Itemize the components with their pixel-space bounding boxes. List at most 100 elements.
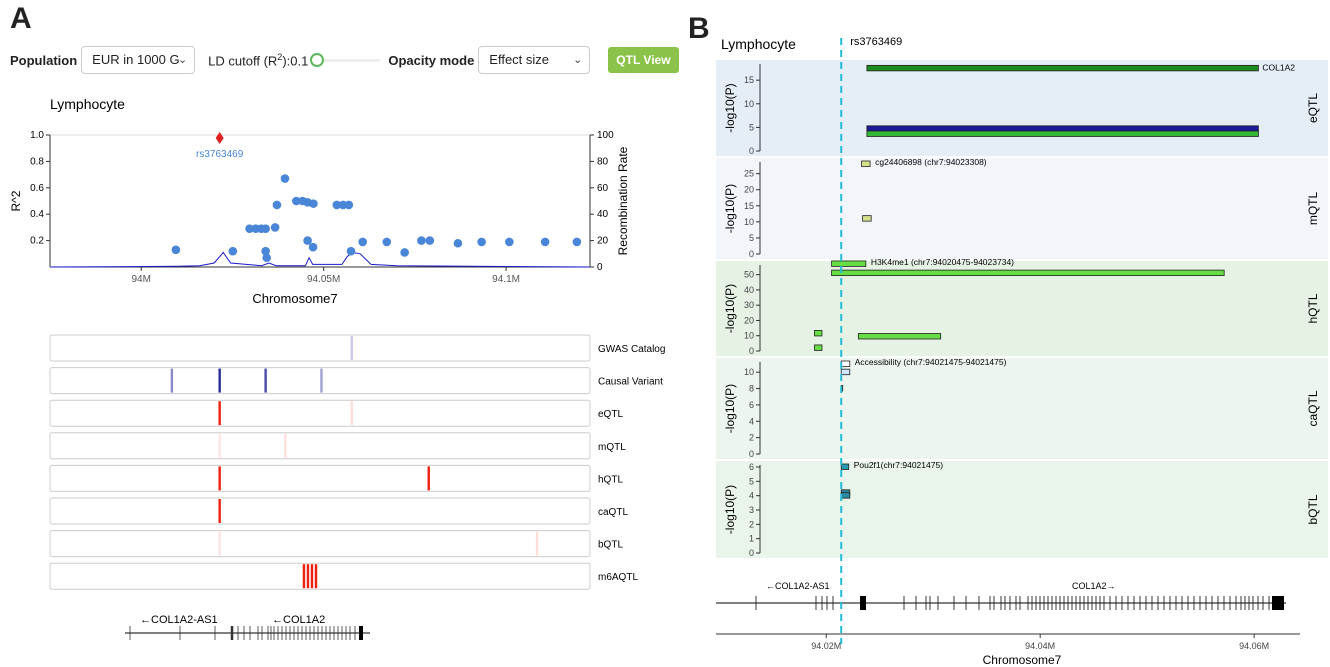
track-label: mQTL: [598, 442, 626, 453]
qtl-gene-label-as1: ←COL1A2-AS1: [766, 581, 830, 591]
chevron-down-icon: ⌄: [573, 54, 583, 66]
qtl-y-tick-label: 30: [744, 300, 754, 310]
track-mark: [170, 368, 174, 393]
snp-point: [308, 242, 318, 252]
y-tick-label: 0.2: [30, 236, 44, 247]
qtl-track-name: mQTL: [1306, 192, 1320, 226]
population-value: EUR in 1000 G: [92, 52, 180, 67]
qtl-y-axis-label: -log10(P): [723, 485, 737, 534]
y-tick-label: 0.6: [30, 183, 44, 194]
snp-point: [245, 224, 254, 234]
qtl-view-button[interactable]: QTL View: [608, 47, 679, 73]
qtl-feature-label: Accessibility (chr7:94021475-94021475): [855, 357, 1007, 367]
track-label: caQTL: [598, 507, 628, 518]
qtl-x-tick-label: 94.04M: [1025, 641, 1055, 651]
snp-point: [425, 236, 435, 245]
qtl-y-tick-label: 3: [749, 505, 754, 515]
locuszoom-chart: Lymphocyte 0.2 0.4 0.6 0.8 1.0 0 20 40 60 80 100 94M…: [9, 96, 630, 306]
opacity-mode-select[interactable]: Effect size ⌄: [478, 46, 591, 74]
qtl-y-tick-label: 5: [749, 476, 754, 486]
y2-tick-label: 100: [597, 130, 614, 141]
qtl-feature-bar: [831, 260, 867, 267]
qtl-x-axis-label: Chromosome7: [983, 653, 1062, 667]
track-box: [49, 497, 591, 525]
track-box: [49, 367, 591, 395]
x-axis-label: Chromosome7: [252, 291, 337, 306]
track-label: eQTL: [598, 409, 623, 420]
qtl-track-bg: [716, 261, 1328, 356]
recombination-rate-line: [49, 251, 591, 268]
population-select[interactable]: EUR in 1000 G ⌄: [81, 46, 196, 74]
qtl-track-bg: [716, 461, 1328, 558]
track-mark: [218, 466, 221, 491]
track-mark: [264, 368, 267, 393]
annotation-tracks: GWAS Catalog Causal Variant eQTL mQTL hQTL ca…: [49, 334, 665, 650]
x-tick-label: 94.05M: [307, 274, 340, 285]
track-mark: [218, 531, 221, 556]
qtl-y-tick-label: 2: [749, 519, 754, 529]
snp-point: [270, 223, 280, 232]
y2-axis-label: Recombination Rate: [616, 146, 630, 255]
track-mark: [350, 401, 353, 426]
snp-point: [572, 237, 582, 247]
y-tick-label: 0.8: [30, 156, 44, 167]
qtl-track-name: bQTL: [1306, 494, 1320, 524]
track-mark: [302, 564, 306, 589]
qtl-track-bg: [716, 358, 1328, 459]
track-label: m6AQTL: [598, 572, 638, 583]
y-axis-label: R^2: [9, 190, 23, 211]
qtl-gene-label-col1a2: COL1A2→: [1072, 581, 1116, 591]
qtl-track-bg: [716, 60, 1328, 156]
qtl-feature-bar: [840, 368, 851, 376]
qtl-y-axis-label: -log10(P): [723, 83, 737, 132]
track-box: [49, 334, 591, 362]
qtl-y-tick-label: 10: [744, 331, 754, 341]
track-mark: [310, 564, 314, 589]
snp-point: [332, 200, 342, 210]
snp-point: [453, 238, 463, 248]
track-label: bQTL: [598, 540, 623, 551]
y-tick-label: 1.0: [30, 130, 44, 141]
gene-label-col1a2: ←COL1A2: [272, 614, 325, 626]
qtl-feature-bar: [861, 160, 871, 167]
qtl-y-tick-label: 6: [749, 462, 754, 472]
x-tick-label: 94M: [131, 274, 150, 285]
track-mark: [218, 401, 221, 426]
track-mark: [284, 433, 287, 458]
ld-cutoff-label: LD cutoff (R2):0.1: [208, 51, 309, 69]
qtl-feature-bar: [862, 215, 872, 222]
qtl-y-tick-label: 15: [744, 201, 754, 211]
chart-a-title: Lymphocyte: [50, 96, 125, 112]
slider-knob[interactable]: [310, 53, 325, 67]
qtl-feature-label: Pou2f1(chr7:94021475): [854, 460, 943, 470]
qtl-feature-bar: [840, 492, 851, 499]
track-box: [49, 464, 591, 492]
qtl-feature-bar: [866, 125, 1259, 132]
snp-point: [417, 236, 426, 245]
qtl-y-tick-label: 4: [749, 416, 754, 426]
ld-cutoff-slider[interactable]: [310, 53, 381, 67]
snp-point: [477, 237, 486, 247]
qtl-x-tick-label: 94.02M: [811, 641, 841, 651]
qtl-feature-bar: [857, 333, 942, 340]
y2-tick-label: 40: [597, 209, 609, 220]
panel-a-label: A: [10, 2, 32, 35]
qtl-track-bg: [716, 158, 1328, 259]
gene-label-col1a2-as1: ←COL1A2-AS1: [140, 614, 218, 626]
qtl-y-tick-label: 10: [744, 217, 754, 227]
track-mark: [350, 336, 353, 360]
chevron-down-icon: ⌄: [177, 54, 188, 66]
snp-point: [291, 196, 301, 206]
qtl-gene-end-block: [1272, 596, 1284, 610]
qtl-y-tick-label: 20: [744, 185, 754, 195]
track-box: [49, 399, 591, 427]
x-tick-label: 94.1M: [492, 274, 520, 285]
qtl-y-tick-label: 0: [749, 449, 754, 459]
lead-snp-label: rs3763469: [196, 149, 244, 160]
y2-tick-label: 60: [597, 183, 609, 194]
snp-point: [262, 253, 272, 263]
qtl-y-tick-label: 5: [749, 122, 754, 132]
lead-snp-label: rs3763469: [850, 36, 902, 48]
qtl-y-axis-label: -log10(P): [723, 284, 737, 333]
